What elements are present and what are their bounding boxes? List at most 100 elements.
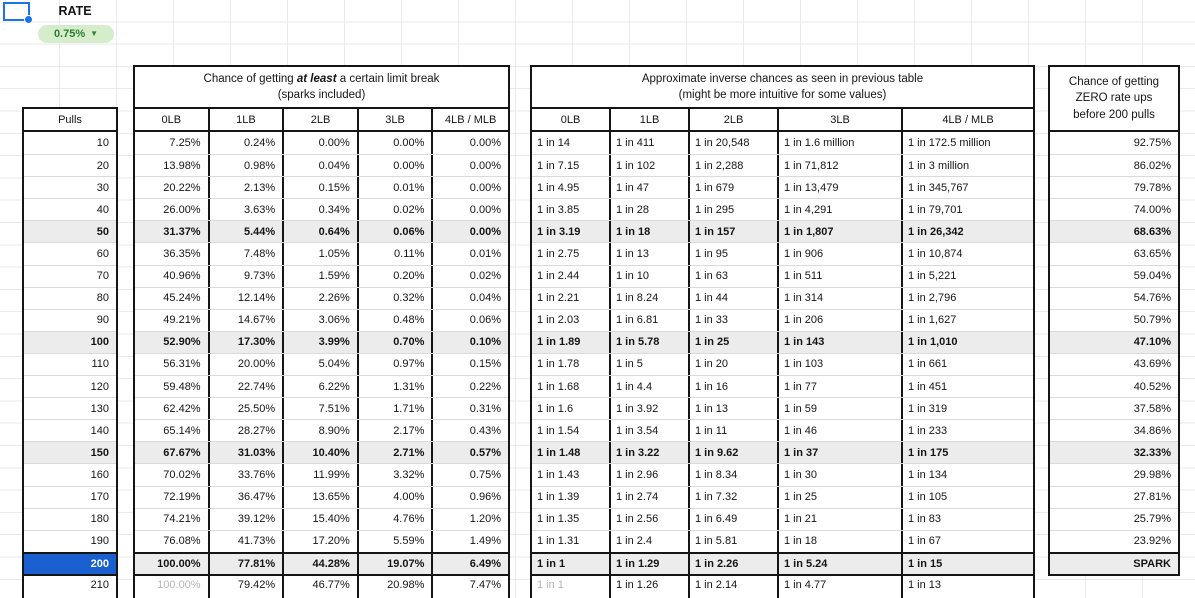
zero-cell[interactable]: 34.86%: [1133, 424, 1171, 437]
inverse-cell[interactable]: 1 in 28: [611, 199, 690, 221]
pulls-cell[interactable]: 50: [96, 225, 109, 238]
fill-handle[interactable]: [24, 15, 33, 24]
at-least-cell[interactable]: 7.25%: [135, 132, 210, 155]
at-least-cell[interactable]: 0.00%: [469, 181, 501, 194]
zero-cell[interactable]: 32.33%: [1133, 446, 1171, 459]
inverse-cell[interactable]: 1 in 3.92: [611, 398, 690, 420]
at-least-cell[interactable]: 20.22%: [135, 177, 210, 199]
pulls-cell[interactable]: 20: [96, 159, 109, 172]
at-least-cell[interactable]: 17.30%: [210, 331, 285, 353]
at-least-cell[interactable]: 74.21%: [135, 508, 210, 530]
inverse-cell[interactable]: 1 in 1.89: [532, 331, 611, 353]
at-least-cell[interactable]: 2.26%: [284, 287, 359, 309]
zero-cell[interactable]: 37.58%: [1133, 402, 1171, 415]
inverse-cell[interactable]: 1 in 5,221: [908, 270, 957, 283]
at-least-cell[interactable]: 10.40%: [284, 442, 359, 464]
at-least-cell[interactable]: 13.98%: [135, 155, 210, 177]
inverse-cell[interactable]: 1 in 1,627: [908, 314, 957, 327]
pulls-cell[interactable]: 90: [96, 314, 109, 327]
at-least-cell[interactable]: 28.27%: [210, 420, 285, 442]
inverse-cell[interactable]: 1 in 4.95: [532, 177, 611, 199]
at-least-cell[interactable]: 3.06%: [284, 309, 359, 331]
inverse-cell[interactable]: 1 in 206: [779, 309, 903, 331]
at-least-cell[interactable]: 36.35%: [135, 243, 210, 265]
column-header-1lb[interactable]: 1LB: [611, 109, 690, 130]
at-least-cell[interactable]: 0.01%: [359, 177, 434, 199]
inverse-cell[interactable]: 1 in 2.96: [611, 464, 690, 486]
inverse-cell[interactable]: 1 in 9.62: [690, 442, 779, 464]
inverse-cell[interactable]: 1 in 2.26: [690, 553, 779, 574]
inverse-cell[interactable]: 1 in 1,807: [779, 221, 903, 243]
inverse-cell[interactable]: 1 in 1.39: [532, 486, 611, 508]
at-least-cell[interactable]: 0.00%: [469, 159, 501, 172]
at-least-cell[interactable]: 0.02%: [359, 199, 434, 221]
inverse-cell[interactable]: 1 in 13: [611, 243, 690, 265]
inverse-cell[interactable]: 1 in 8.24: [611, 287, 690, 309]
inverse-cell[interactable]: 1 in 661: [908, 358, 948, 371]
inverse-cell[interactable]: 1 in 1.43: [532, 464, 611, 486]
inverse-cell[interactable]: 1 in 2.03: [532, 309, 611, 331]
at-least-cell[interactable]: 0.57%: [469, 446, 501, 459]
at-least-cell[interactable]: 31.37%: [135, 221, 210, 243]
inverse-cell[interactable]: 1 in 679: [690, 177, 779, 199]
inverse-cell[interactable]: 1 in 295: [690, 199, 779, 221]
zero-cell[interactable]: 23.92%: [1133, 535, 1171, 548]
inverse-cell[interactable]: 1 in 13: [908, 579, 942, 591]
column-header-0lb[interactable]: 0LB: [532, 109, 611, 130]
pulls-cell[interactable]: 40: [96, 203, 109, 216]
inverse-cell[interactable]: 1 in 7.15: [532, 155, 611, 177]
at-least-cell[interactable]: 20.98%: [359, 576, 434, 598]
pulls-cell[interactable]: 30: [96, 181, 109, 194]
pulls-cell[interactable]: 80: [96, 292, 109, 305]
inverse-cell[interactable]: 1 in 71,812: [779, 155, 903, 177]
at-least-cell[interactable]: 100.00%: [135, 553, 210, 574]
inverse-cell[interactable]: 1 in 319: [908, 402, 948, 415]
zero-cell[interactable]: 43.69%: [1133, 358, 1171, 371]
zero-cell[interactable]: 54.76%: [1133, 292, 1171, 305]
at-least-cell[interactable]: 52.90%: [135, 331, 210, 353]
at-least-cell[interactable]: 33.76%: [210, 464, 285, 486]
zero-cell[interactable]: 40.52%: [1133, 380, 1171, 393]
at-least-cell[interactable]: 0.06%: [469, 314, 501, 327]
pulls-cell[interactable]: 130: [90, 402, 109, 415]
at-least-cell[interactable]: 0.01%: [469, 248, 501, 261]
inverse-cell[interactable]: 1 in 103: [779, 353, 903, 376]
at-least-cell[interactable]: 31.03%: [210, 442, 285, 464]
column-header-4lb-mlb[interactable]: 4LB / MLB: [445, 113, 497, 126]
inverse-cell[interactable]: 1 in 25: [779, 486, 903, 508]
pulls-cell[interactable]: 10: [96, 137, 109, 150]
pulls-header-cell[interactable]: Pulls: [24, 109, 116, 132]
inverse-cell[interactable]: 1 in 30: [779, 464, 903, 486]
inverse-cell[interactable]: 1 in 105: [908, 491, 948, 504]
at-least-cell[interactable]: 1.31%: [359, 376, 434, 398]
inverse-cell[interactable]: 1 in 33: [690, 309, 779, 331]
at-least-cell[interactable]: 2.17%: [359, 420, 434, 442]
at-least-cell[interactable]: 0.64%: [284, 221, 359, 243]
pulls-cell[interactable]: 140: [90, 424, 109, 437]
pulls-cell[interactable]: 210: [90, 579, 109, 591]
inverse-cell[interactable]: 1 in 2.4: [611, 530, 690, 552]
inverse-cell[interactable]: 1 in 63: [690, 265, 779, 287]
pulls-cell[interactable]: 170: [90, 491, 109, 504]
at-least-cell[interactable]: 0.00%: [284, 132, 359, 155]
at-least-cell[interactable]: 0.48%: [359, 309, 434, 331]
inverse-cell[interactable]: 1 in 13,479: [779, 177, 903, 199]
at-least-cell[interactable]: 4.76%: [359, 508, 434, 530]
inverse-cell[interactable]: 1 in 8.34: [690, 464, 779, 486]
at-least-cell[interactable]: 0.75%: [469, 468, 501, 481]
at-least-cell[interactable]: 13.65%: [284, 486, 359, 508]
at-least-cell[interactable]: 44.28%: [284, 553, 359, 574]
at-least-cell[interactable]: 0.00%: [359, 155, 434, 177]
inverse-cell[interactable]: 1 in 10: [611, 265, 690, 287]
at-least-cell[interactable]: 77.81%: [210, 553, 285, 574]
inverse-cell[interactable]: 1 in 11: [690, 420, 779, 442]
inverse-cell[interactable]: 1 in 2.14: [690, 576, 779, 598]
pulls-cell[interactable]: 60: [96, 248, 109, 261]
inverse-cell[interactable]: 1 in 95: [690, 243, 779, 265]
zero-cell[interactable]: 79.78%: [1133, 181, 1171, 194]
column-header-4lb-mlb[interactable]: 4LB / MLB: [942, 113, 994, 126]
at-least-cell[interactable]: 45.24%: [135, 287, 210, 309]
pulls-cell[interactable]: 150: [90, 446, 109, 459]
at-least-cell[interactable]: 1.05%: [284, 243, 359, 265]
inverse-cell[interactable]: 1 in 2.44: [532, 265, 611, 287]
